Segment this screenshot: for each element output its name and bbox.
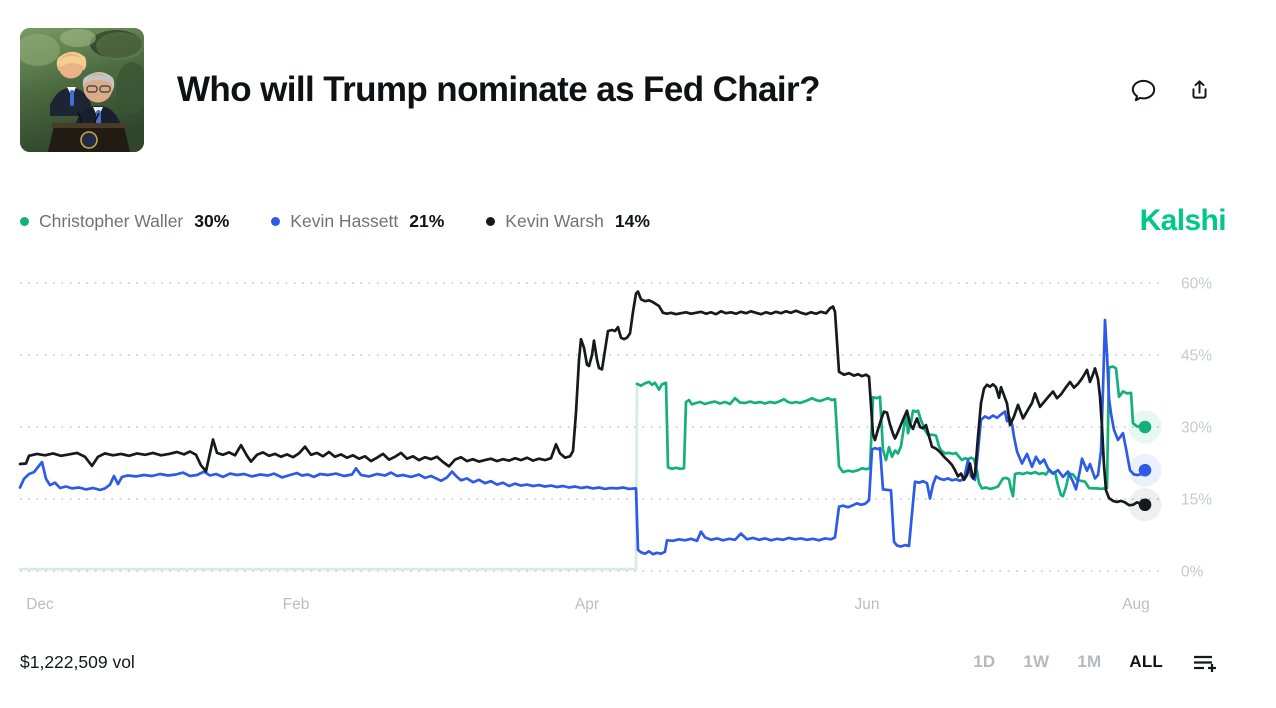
legend-name: Kevin Warsh [505, 210, 604, 231]
legend-item-christopher-waller[interactable]: Christopher Waller 30% [20, 211, 229, 232]
x-tick-label: Jun [855, 596, 880, 613]
range-1d[interactable]: 1D [973, 652, 996, 671]
legend-value: 21% [409, 210, 445, 231]
header: Who will Trump nominate as Fed Chair? [20, 28, 1212, 152]
y-tick-label: 60% [1181, 276, 1212, 293]
comment-icon [1131, 79, 1156, 101]
legend-item-kevin-warsh[interactable]: Kevin Warsh 14% [486, 211, 650, 232]
legend-name: Christopher Waller [39, 210, 184, 231]
price-chart[interactable]: 0% 15% 30% 45% 60% Dec Feb Apr Jun Aug [0, 255, 1276, 635]
series-line-kevin-warsh [18, 290, 1147, 507]
x-tick-label: Feb [283, 596, 310, 613]
series-color-dot-waller [20, 216, 29, 226]
volume-label: $1,222,509 vol [20, 651, 135, 672]
y-tick-label: 0% [1181, 564, 1204, 581]
legend-value: 14% [614, 210, 650, 231]
market-title: Who will Trump nominate as Fed Chair? [177, 69, 820, 109]
share-icon [1192, 79, 1207, 99]
event-thumbnail[interactable] [20, 28, 144, 152]
end-dot-kevin-warsh [1138, 498, 1152, 512]
series-lead-christopher-waller [18, 382, 639, 571]
x-tick-label: Dec [26, 596, 54, 613]
range-all[interactable]: ALL [1129, 652, 1163, 671]
range-1w[interactable]: 1W [1023, 652, 1050, 671]
series-color-dot-warsh [486, 216, 496, 226]
legend: Christopher Waller 30% Kevin Hassett 21%… [20, 204, 1227, 238]
y-tick-label: 15% [1181, 492, 1212, 509]
event-thumbnail-image [20, 28, 144, 152]
y-tick-label: 45% [1181, 348, 1212, 365]
comment-button[interactable] [1130, 77, 1157, 104]
series-line-kevin-hassett [18, 318, 1147, 556]
legend-name: Kevin Hassett [290, 210, 399, 231]
x-tick-label: Apr [575, 596, 599, 613]
series-color-dot-hassett [271, 216, 281, 226]
list-plus-icon [1194, 655, 1216, 672]
series-line-christopher-waller [635, 365, 1147, 498]
range-selector: 1D 1W 1M ALL [973, 650, 1218, 674]
x-tick-label: Aug [1122, 596, 1150, 613]
kalshi-logo[interactable]: Kalshi [1139, 204, 1227, 237]
end-dot-kevin-hassett [1138, 463, 1152, 477]
range-1m[interactable]: 1M [1077, 652, 1102, 671]
watchlist-add-button[interactable] [1191, 650, 1218, 674]
header-actions [1130, 77, 1212, 104]
y-tick-label: 30% [1181, 420, 1212, 437]
share-button[interactable] [1187, 78, 1212, 103]
end-dot-christopher-waller [1138, 420, 1152, 434]
legend-value: 30% [194, 210, 230, 231]
footer: $1,222,509 vol 1D 1W 1M ALL [20, 650, 1218, 674]
legend-item-kevin-hassett[interactable]: Kevin Hassett 21% [271, 211, 444, 232]
